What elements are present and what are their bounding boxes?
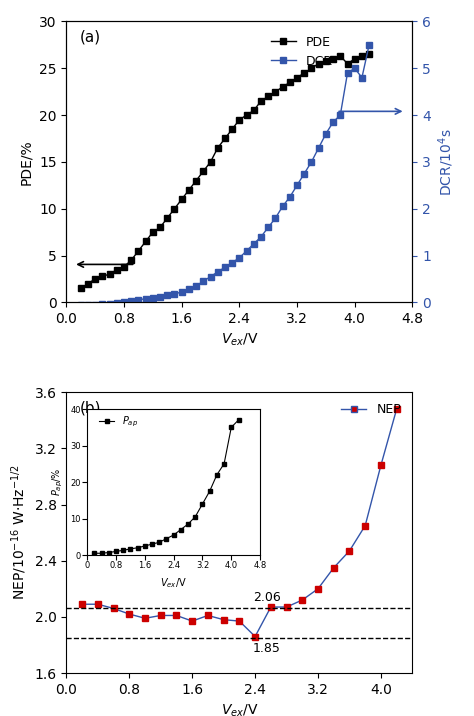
PDE — [179, 195, 184, 203]
PDE — [121, 263, 127, 271]
PDE — [201, 167, 206, 175]
DCR — [107, 299, 112, 308]
DCR — [294, 181, 300, 190]
DCR — [150, 294, 155, 302]
PDE — [359, 52, 365, 60]
DCR — [309, 158, 314, 166]
PDE — [251, 106, 256, 115]
PDE — [222, 134, 228, 142]
Legend: $P_{ap}$: $P_{ap}$ — [95, 411, 142, 433]
DCR — [100, 299, 105, 308]
DCR — [164, 291, 170, 299]
Text: (b): (b) — [80, 401, 102, 415]
PDE — [366, 50, 372, 59]
X-axis label: $V_{ex}$/V: $V_{ex}$/V — [160, 576, 187, 590]
PDE — [301, 69, 307, 77]
Legend: NEP: NEP — [337, 398, 406, 422]
PDE — [265, 92, 271, 101]
Line: PDE: PDE — [78, 52, 372, 291]
DCR — [337, 111, 343, 120]
PDE — [273, 87, 278, 96]
DCR — [330, 118, 336, 127]
DCR — [244, 246, 249, 255]
PDE — [337, 52, 343, 60]
PDE — [143, 237, 148, 246]
DCR — [172, 289, 177, 298]
DCR — [301, 169, 307, 178]
PDE — [287, 78, 292, 87]
PDE — [345, 59, 350, 68]
DCR — [251, 240, 256, 248]
PDE — [258, 97, 264, 105]
Text: 2.06: 2.06 — [253, 591, 281, 604]
PDE — [352, 54, 357, 63]
DCR — [287, 193, 292, 201]
PDE — [100, 272, 105, 281]
DCR — [273, 214, 278, 223]
DCR — [85, 301, 91, 309]
DCR — [345, 69, 350, 77]
PDE — [164, 214, 170, 223]
PDE — [114, 265, 119, 274]
DCR — [128, 297, 134, 306]
PDE — [136, 246, 141, 255]
PDE — [78, 284, 83, 293]
PDE — [244, 111, 249, 120]
PDE — [215, 144, 220, 153]
PDE — [85, 279, 91, 288]
PDE — [323, 57, 329, 65]
DCR — [186, 285, 192, 294]
Y-axis label: PDE/%: PDE/% — [19, 139, 34, 185]
PDE — [294, 73, 300, 82]
DCR — [258, 233, 264, 241]
DCR — [222, 263, 228, 271]
DCR — [114, 299, 119, 308]
DCR — [316, 144, 321, 153]
PDE — [229, 125, 235, 133]
DCR — [323, 130, 329, 138]
Y-axis label: NEP/10$^{-16}$ W$\cdot$Hz$^{-1/2}$: NEP/10$^{-16}$ W$\cdot$Hz$^{-1/2}$ — [9, 465, 29, 601]
DCR — [265, 223, 271, 232]
PDE — [330, 54, 336, 63]
PDE — [157, 223, 163, 232]
PDE — [92, 275, 98, 284]
Y-axis label: $P_{ap}$/%: $P_{ap}$/% — [50, 468, 64, 496]
PDE — [208, 158, 213, 166]
DCR — [157, 292, 163, 301]
Y-axis label: DCR/10$^4$s: DCR/10$^4$s — [437, 128, 456, 195]
Text: (a): (a) — [80, 30, 101, 45]
PDE — [107, 270, 112, 279]
X-axis label: $V_{ex}$/V: $V_{ex}$/V — [220, 702, 258, 716]
Legend: PDE, DCR: PDE, DCR — [265, 31, 337, 73]
Text: 1.85: 1.85 — [253, 642, 281, 655]
PDE — [280, 83, 285, 92]
DCR — [78, 301, 83, 309]
PDE — [150, 228, 155, 236]
DCR — [193, 281, 199, 290]
PDE — [316, 59, 321, 68]
PDE — [193, 176, 199, 185]
DCR — [237, 253, 242, 262]
DCR — [208, 272, 213, 281]
DCR — [366, 41, 372, 49]
DCR — [121, 298, 127, 306]
DCR — [280, 202, 285, 211]
PDE — [309, 64, 314, 72]
DCR — [201, 277, 206, 286]
DCR — [215, 268, 220, 276]
Line: DCR: DCR — [78, 42, 372, 307]
DCR — [143, 294, 148, 303]
PDE — [186, 185, 192, 194]
PDE — [172, 204, 177, 213]
X-axis label: $V_{ex}$/V: $V_{ex}$/V — [220, 332, 258, 348]
DCR — [229, 258, 235, 267]
DCR — [136, 296, 141, 304]
DCR — [352, 64, 357, 72]
DCR — [92, 301, 98, 309]
DCR — [359, 73, 365, 82]
DCR — [179, 288, 184, 296]
PDE — [128, 256, 134, 264]
PDE — [237, 115, 242, 124]
